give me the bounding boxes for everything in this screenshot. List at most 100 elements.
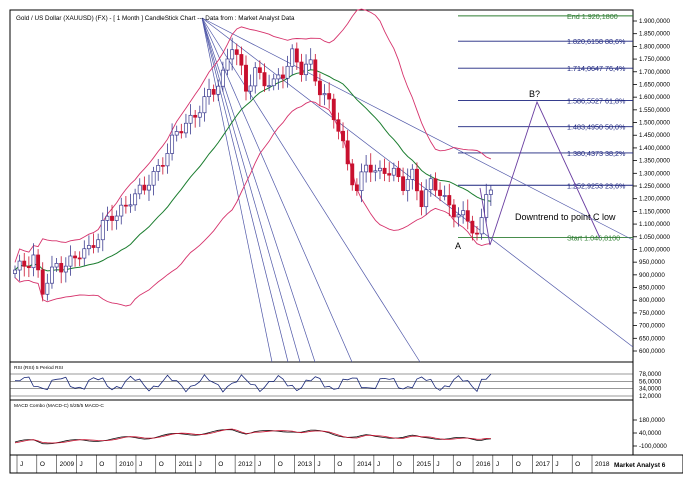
- candle-body: [193, 114, 198, 118]
- candle-body: [257, 67, 262, 73]
- candle-body: [299, 61, 304, 76]
- candle-body: [137, 184, 142, 195]
- candle-body: [470, 220, 475, 234]
- fan-line: [201, 17, 421, 363]
- macd-tick-label: 40,0000: [639, 430, 662, 437]
- candle-body: [22, 260, 27, 267]
- price-tick-label: 1.600,0000: [639, 94, 671, 101]
- time-tick-label: 2011: [179, 461, 193, 468]
- time-tick-label: O: [456, 461, 461, 468]
- candle-body: [451, 204, 456, 218]
- candle-body: [382, 167, 387, 174]
- candle-body: [220, 69, 225, 87]
- candle-body: [465, 210, 470, 222]
- candle-body: [317, 80, 322, 96]
- candle-body: [197, 112, 202, 118]
- price-tick-label: 1.650,0000: [639, 81, 671, 88]
- price-tick-label: 750,0000: [639, 310, 665, 317]
- candle-body: [68, 255, 73, 267]
- time-tick-label: O: [575, 461, 580, 468]
- footer-label: Market Analyst 6: [614, 462, 666, 469]
- time-tick-label: O: [397, 461, 402, 468]
- bollinger-upper: [14, 8, 492, 263]
- sma-line: [14, 69, 491, 272]
- candle-body: [105, 215, 110, 221]
- candle-body: [290, 48, 295, 67]
- fan-line: [201, 17, 273, 363]
- candle-body: [234, 49, 239, 55]
- candle-body: [350, 163, 355, 186]
- candle-body: [419, 190, 424, 208]
- candle-body: [59, 262, 64, 273]
- macd-panel: [9, 399, 634, 456]
- candle-body: [285, 65, 290, 79]
- rsi-tick-label: 56,0000: [639, 378, 662, 385]
- time-tick-label: 2015: [417, 461, 432, 468]
- candle-body: [327, 93, 332, 100]
- candle-body: [414, 168, 419, 192]
- moving-average: [14, 69, 491, 272]
- fan-line: [201, 17, 353, 363]
- candle-body: [96, 239, 101, 248]
- candle-body: [160, 165, 165, 167]
- candle-body: [447, 195, 452, 206]
- projection-line: [479, 100, 601, 246]
- candle-body: [391, 167, 396, 176]
- price-tick-label: 1.350,0000: [639, 158, 671, 165]
- time-tick-label: J: [317, 461, 320, 468]
- candle-body: [225, 58, 230, 71]
- candle-body: [31, 254, 36, 269]
- candle-body: [336, 119, 341, 132]
- time-tick-label: 2013: [298, 461, 313, 468]
- price-tick-label: 1.750,0000: [639, 56, 671, 63]
- price-tick-label: 1.250,0000: [639, 183, 671, 190]
- candle-body: [179, 131, 184, 134]
- candle-body: [401, 176, 406, 191]
- time-tick-label: J: [496, 461, 499, 468]
- time-tick-label: 2009: [60, 461, 75, 468]
- candle-body: [216, 85, 221, 95]
- time-tick-label: J: [139, 461, 142, 468]
- candle-body: [230, 49, 235, 60]
- candle-body: [396, 167, 401, 178]
- macd-signal-line: [14, 428, 491, 444]
- candle-body: [341, 130, 345, 142]
- candle-body: [345, 140, 350, 165]
- candle-body: [428, 178, 433, 191]
- candle-body: [142, 184, 147, 191]
- bollinger-bands: [14, 8, 492, 307]
- candle-body: [294, 48, 299, 63]
- projection-path: [479, 100, 601, 246]
- candle-body: [281, 74, 285, 79]
- fib-level-label: 1.483,4950 50,0%: [567, 123, 626, 132]
- candle-body: [456, 214, 461, 218]
- candle-body: [433, 178, 438, 191]
- candle-body: [368, 164, 373, 173]
- candlesticks: [13, 37, 493, 302]
- price-tick-label: 1.550,0000: [639, 107, 671, 114]
- candle-body: [170, 134, 175, 154]
- time-tick-label: 2010: [119, 461, 134, 468]
- candle-body: [123, 204, 128, 207]
- fan-line: [201, 17, 301, 363]
- candle-body: [248, 85, 253, 92]
- candle-body: [202, 96, 207, 114]
- candle-body: [262, 72, 267, 87]
- candle-body: [387, 173, 392, 176]
- macd-panel-title: MACD Combo (MACD-C) 5/25/5 MACD-C: [14, 403, 104, 409]
- label-b-point: B?: [529, 89, 540, 99]
- candle-body: [373, 170, 378, 173]
- time-tick-label: O: [99, 461, 104, 468]
- candle-body: [267, 85, 272, 88]
- candle-body: [91, 245, 96, 248]
- rsi-tick-label: 12,0000: [639, 393, 662, 400]
- candle-body: [50, 266, 54, 284]
- candle-body: [73, 255, 78, 259]
- fib-level-label: 1.714,0647 76,4%: [567, 64, 626, 73]
- time-tick-label: O: [218, 461, 223, 468]
- candle-body: [133, 193, 138, 206]
- candle-body: [479, 217, 484, 235]
- candle-body: [405, 179, 410, 191]
